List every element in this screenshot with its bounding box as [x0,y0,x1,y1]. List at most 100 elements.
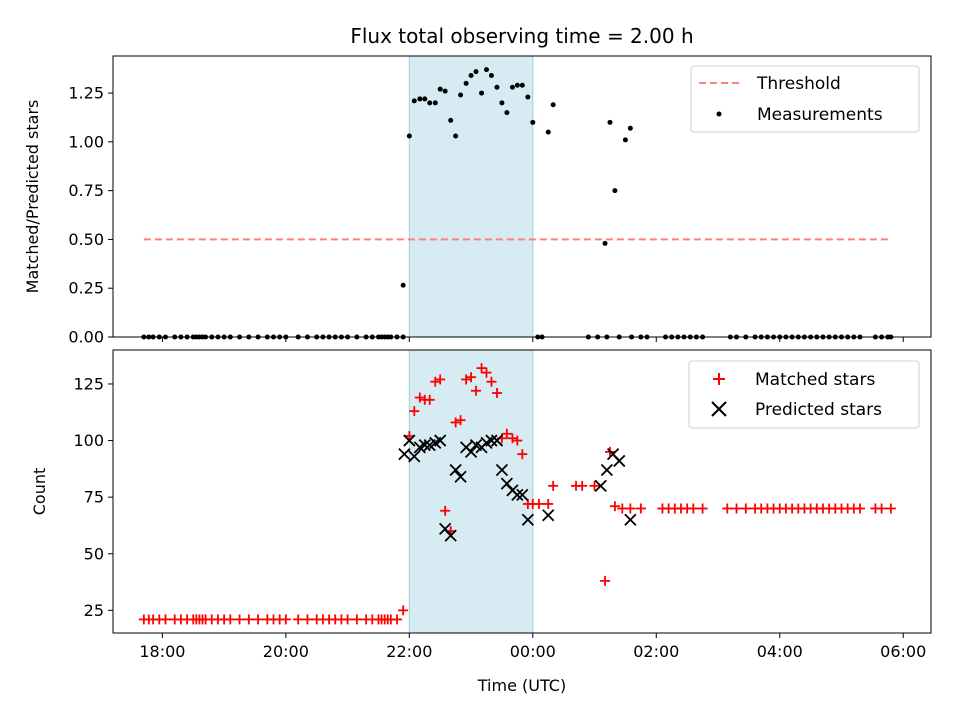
matched-star-point [351,614,362,625]
y-tick: 75 [84,488,113,507]
top-y-axis-label: Matched/Predicted stars [23,100,42,294]
y-tick: 0.00 [68,328,113,347]
measurement-point [411,98,417,104]
measurement-point [525,94,531,100]
legend-measurements-swatch [716,111,722,117]
predicted-star-point [485,434,498,447]
x-tick-label: 06:00 [880,642,926,661]
matched-star-point [635,503,646,514]
legend-predicted-swatch [711,401,727,417]
matched-star-point [466,372,477,383]
measurement-point [530,119,536,125]
predicted-star-point [398,448,411,461]
y-tick: 0.25 [68,279,113,298]
matched-star-point [455,415,466,426]
measurement-point [463,80,469,86]
predicted-star-point [495,463,509,477]
predicted-star-point [542,509,555,522]
bottom-axes-frame [112,349,932,634]
matched-star-point [440,505,451,516]
predicted-star-point [600,463,614,477]
predicted-star-point [521,513,535,526]
y-tick: 100 [73,431,113,450]
measurement-point [519,82,525,88]
measurement-point [607,119,613,125]
predicted-star-point [624,513,637,526]
predicted-star-point [454,470,467,483]
matched-star-point [512,435,523,446]
measurement-point [627,125,633,131]
matched-star-point [625,503,636,514]
matched-star-point [243,614,254,625]
x-tick: 22:00 [386,633,432,661]
matched-star-point [533,498,544,509]
matched-star-point [486,376,497,387]
matched-star-point [507,433,518,444]
top-axes-frame [112,55,932,338]
x-tick-label: 00:00 [510,642,556,661]
measurement-point [550,102,556,108]
matched-star-point [688,503,699,514]
measurement-point [499,100,505,106]
predicted-star-point [613,454,626,468]
predicted-star-point [511,488,524,502]
x-tick: 02:00 [633,633,679,661]
x-tick-label: 20:00 [263,642,309,661]
matched-star-point [491,388,502,399]
x-tick: 06:00 [880,633,926,661]
y-tick: 50 [84,544,113,563]
bottom-y-axis-label: Count [30,468,49,516]
y-tick-label: 0.75 [68,181,104,200]
measurement-point [406,133,412,139]
matched-stars-series [138,363,896,625]
predicted-star-point [490,434,504,447]
chart-title: Flux total observing time = 2.00 h [350,24,693,48]
matched-star-point [302,614,313,625]
y-tick-label: 50 [84,544,104,563]
legend-threshold-label: Threshold [756,74,841,94]
matched-star-point [476,363,487,374]
y-tick-label: 0.25 [68,279,104,298]
matched-star-point [234,614,245,625]
x-axis-label: Time (UTC) [477,676,566,695]
predicted-star-point [516,488,529,502]
matched-star-point [517,449,528,460]
y-tick-label: 1.25 [68,84,104,103]
matched-star-point [885,503,896,514]
bottom-panel: 25 50 75 100 125 18:00 20:00 22:00 00:00 02:00 04… [30,349,932,695]
top-legend: Threshold Measurements [690,65,920,133]
top-highlight-span [408,55,534,338]
matched-star-point [253,614,264,625]
matched-star-point [740,503,751,514]
measurement-point [484,67,490,73]
measurement-point [514,82,520,88]
measurement-point [479,90,485,96]
matched-star-point [501,428,512,439]
measurement-point [448,117,454,123]
y-tick: 1.25 [68,84,113,103]
predicted-star-point [418,438,431,452]
measurement-point [453,133,459,139]
matched-star-point [600,575,611,586]
matched-star-point [398,605,409,616]
measurement-point [622,137,628,143]
predicted-star-point [403,434,416,447]
matched-star-point [722,503,733,514]
matched-star-point [855,503,866,514]
x-tick: 20:00 [263,633,309,661]
legend-matched-label: Matched stars [755,370,875,390]
y-tick-label: 100 [73,431,104,450]
measurement-point [427,100,433,106]
predicted-star-point [449,463,462,477]
matched-star-point [481,367,492,378]
y-tick-label: 25 [84,601,104,620]
bottom-legend: Matched stars Predicted stars [688,360,920,429]
measurement-point [509,84,515,90]
y-tick: 1.00 [68,132,113,151]
predicted-star-point [464,445,478,459]
matched-star-point [435,374,446,385]
measurement-point [437,86,443,92]
x-tick-label: 04:00 [757,642,803,661]
matched-star-point [391,614,402,625]
legend-matched-swatch [713,373,725,385]
